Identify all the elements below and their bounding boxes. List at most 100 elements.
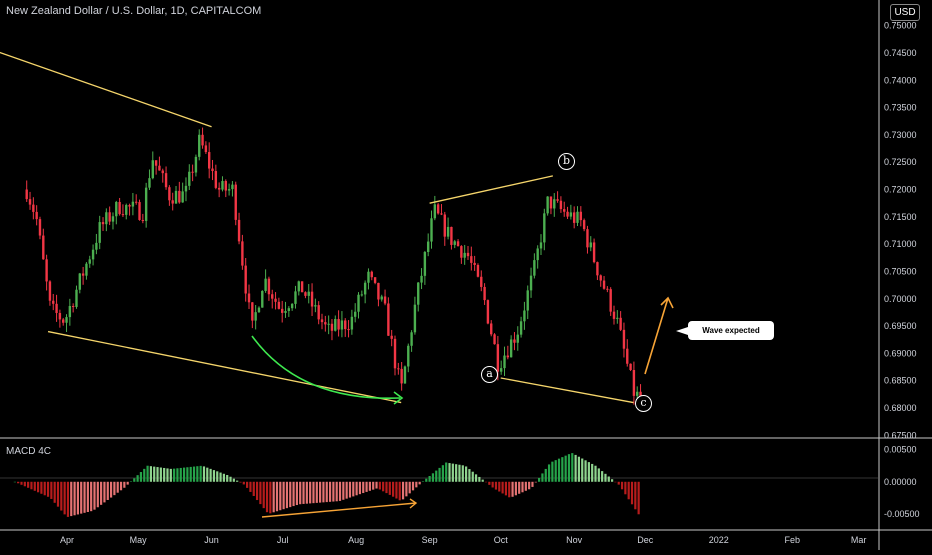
candle — [257, 306, 261, 313]
candle-body — [158, 165, 161, 171]
candle-body — [184, 185, 188, 192]
candle — [486, 299, 490, 325]
candle — [254, 305, 257, 330]
candle — [357, 292, 360, 319]
candle — [217, 182, 221, 198]
time-tick-label: Dec — [637, 535, 654, 545]
candle-body — [513, 339, 516, 343]
macd-bar — [53, 481, 56, 503]
candle — [118, 197, 121, 216]
candle-body — [606, 288, 609, 290]
candle-body — [453, 241, 456, 245]
macd-bar — [302, 481, 305, 504]
candle — [151, 151, 154, 180]
candle-body — [556, 199, 559, 201]
macd-bar — [219, 472, 222, 482]
candle — [320, 313, 324, 330]
candle — [619, 311, 622, 332]
candle-body — [370, 271, 373, 278]
candle-body — [91, 249, 95, 260]
candle — [509, 335, 513, 358]
macd-bar — [584, 460, 587, 482]
candle-body — [151, 160, 154, 179]
candle — [201, 127, 204, 149]
candle — [440, 204, 443, 216]
macd-bar — [368, 481, 371, 491]
candle — [154, 160, 158, 175]
time-tick-label: Mar — [851, 535, 867, 545]
macd-bar — [212, 470, 216, 482]
macd-bar — [484, 481, 488, 483]
macd-bar — [226, 475, 229, 482]
candle-body — [426, 241, 430, 252]
candle — [121, 204, 125, 218]
candle-body — [198, 134, 201, 157]
candle-body — [360, 294, 364, 296]
candle-body — [257, 307, 261, 313]
candle — [68, 298, 72, 326]
candle-body — [42, 235, 45, 260]
candle — [539, 234, 543, 255]
candle — [599, 274, 602, 287]
currency-button[interactable]: USD — [890, 4, 920, 21]
candle — [125, 203, 128, 220]
candle-body — [58, 312, 62, 320]
candle — [506, 345, 510, 360]
macd-bar — [292, 481, 295, 507]
candle-body — [340, 320, 344, 330]
candle — [184, 177, 188, 202]
macd-bar — [169, 468, 172, 482]
macd-bar — [607, 476, 610, 482]
price-tick-label: 0.73500 — [884, 103, 917, 113]
candle — [274, 292, 277, 310]
candle-body — [141, 219, 145, 221]
macd-bar — [494, 481, 498, 490]
macd-bar — [90, 481, 93, 512]
candle — [234, 181, 237, 226]
candle — [533, 253, 536, 279]
time-tick-label: Jun — [204, 535, 219, 545]
candle — [410, 330, 413, 352]
candle-body — [407, 345, 410, 367]
macd-bar — [465, 466, 468, 482]
candle-body — [181, 191, 184, 203]
macd-bar — [518, 481, 521, 494]
candle-body — [68, 306, 72, 318]
macd-bar — [591, 463, 594, 482]
price-tick-label: 0.70000 — [884, 294, 917, 304]
time-tick-label: Sep — [422, 535, 438, 545]
candle-body — [297, 281, 300, 292]
macd-bar — [567, 454, 571, 482]
symbol-title: New Zealand Dollar / U.S. Dollar, 1D, CA… — [6, 5, 262, 17]
candle — [28, 191, 32, 210]
candle — [572, 206, 576, 229]
price-tick-label: 0.67500 — [884, 430, 917, 440]
candle-body — [204, 145, 208, 153]
candle-body — [433, 204, 437, 219]
candle-body — [347, 329, 350, 331]
candle — [493, 333, 496, 345]
candle-body — [105, 212, 108, 225]
macd-bar — [345, 481, 348, 499]
candle — [75, 285, 78, 309]
candle — [499, 360, 503, 375]
candle-body — [28, 199, 32, 205]
macd-bar — [129, 481, 133, 482]
macd-bar — [352, 481, 355, 497]
macd-bar — [362, 481, 365, 494]
candle — [267, 276, 271, 301]
macd-bar — [524, 481, 527, 491]
candle — [363, 280, 367, 304]
macd-bar — [252, 481, 255, 496]
macd-bar — [395, 481, 398, 499]
macd-bar — [561, 457, 564, 482]
macd-bar — [163, 467, 166, 482]
macd-indicator-label[interactable]: MACD 4C — [6, 446, 52, 457]
macd-bar — [597, 468, 600, 482]
time-tick-label: Feb — [784, 535, 800, 545]
candle-body — [592, 242, 596, 263]
time-tick-label: Nov — [566, 535, 583, 545]
macd-bar — [23, 481, 26, 487]
